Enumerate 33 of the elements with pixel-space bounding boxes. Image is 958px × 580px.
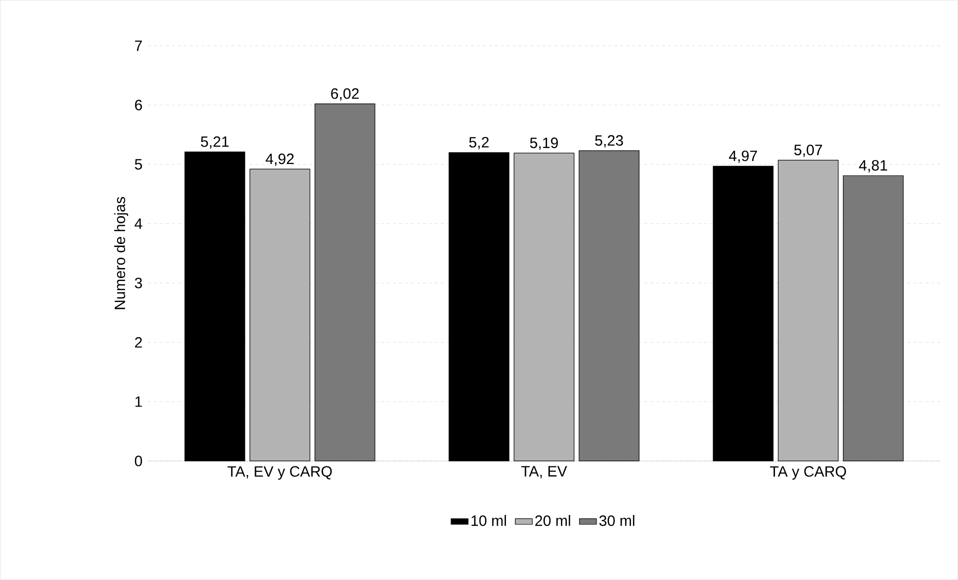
bar bbox=[448, 152, 510, 462]
data-label: 5,23 bbox=[595, 135, 623, 148]
bar bbox=[842, 175, 904, 462]
data-label: 5,2 bbox=[469, 137, 489, 150]
bar bbox=[712, 166, 774, 462]
legend-label: 10 ml bbox=[472, 515, 506, 526]
data-label: 5,19 bbox=[530, 138, 558, 150]
data-label: 4,81 bbox=[859, 160, 888, 173]
data-label: 5,21 bbox=[200, 136, 229, 149]
y-tick-label: 2 bbox=[135, 337, 142, 348]
x-tick-label: TA, EV y CARQ bbox=[228, 466, 332, 480]
legend-label: 20 ml bbox=[535, 515, 570, 526]
bar bbox=[314, 104, 376, 462]
y-tick-label: 3 bbox=[134, 278, 142, 288]
y-tick-label: 5 bbox=[134, 159, 142, 170]
data-label: 4,92 bbox=[266, 154, 294, 166]
y-tick-label: 1 bbox=[135, 396, 142, 407]
bar bbox=[184, 152, 246, 462]
data-label: 4,97 bbox=[728, 150, 757, 164]
bar bbox=[514, 152, 574, 462]
data-label: 6,02 bbox=[331, 88, 359, 101]
bar bbox=[250, 168, 310, 462]
y-tick-label: 6 bbox=[135, 100, 142, 110]
y-tick-label: 0 bbox=[134, 456, 142, 466]
bar bbox=[578, 150, 640, 462]
y-tick-label: 7 bbox=[135, 40, 142, 51]
y-axis-title: Numero de hojas bbox=[114, 197, 128, 310]
x-tick-label: TA y CARQ bbox=[770, 466, 846, 480]
bar bbox=[778, 160, 839, 462]
x-tick-label: TA, EV bbox=[521, 466, 568, 478]
y-tick-label: 4 bbox=[134, 218, 142, 229]
legend-label: 30 ml bbox=[599, 515, 634, 526]
data-label: 5,07 bbox=[794, 144, 822, 158]
